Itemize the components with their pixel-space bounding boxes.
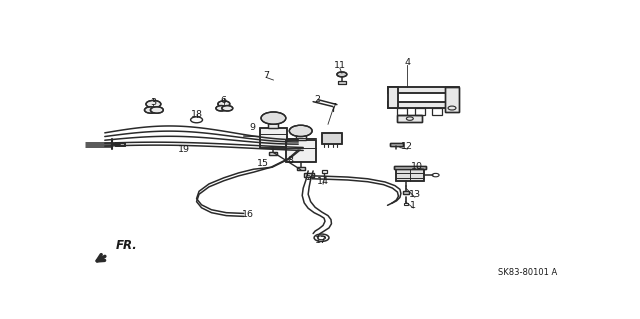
Bar: [286, 140, 316, 162]
Text: 16: 16: [242, 210, 253, 219]
Bar: [397, 115, 422, 122]
Bar: [415, 108, 425, 115]
Bar: [394, 166, 426, 169]
Bar: [403, 203, 408, 204]
Text: 9: 9: [250, 123, 255, 132]
Bar: [269, 152, 277, 155]
Bar: [116, 143, 125, 145]
Bar: [296, 135, 306, 140]
Bar: [388, 87, 460, 93]
Text: 6: 6: [221, 96, 227, 105]
Bar: [322, 133, 342, 145]
Text: 19: 19: [178, 145, 190, 154]
Bar: [286, 140, 316, 162]
Bar: [322, 133, 342, 145]
Bar: [304, 173, 314, 177]
Text: 10: 10: [412, 161, 423, 171]
Bar: [269, 122, 278, 128]
Bar: [269, 122, 278, 128]
Bar: [269, 152, 277, 155]
Circle shape: [289, 125, 312, 137]
Text: 8: 8: [288, 156, 294, 165]
Bar: [403, 190, 410, 194]
Circle shape: [150, 107, 163, 113]
Bar: [388, 87, 399, 108]
Bar: [390, 143, 403, 146]
Bar: [397, 115, 422, 122]
Bar: [260, 128, 287, 148]
Circle shape: [216, 106, 227, 111]
Bar: [397, 108, 408, 115]
Bar: [116, 143, 125, 145]
Text: FR.: FR.: [116, 240, 138, 252]
Text: 18: 18: [191, 110, 202, 119]
Text: 15: 15: [257, 159, 269, 167]
Bar: [445, 87, 460, 113]
Bar: [403, 190, 410, 194]
Bar: [388, 102, 460, 108]
Text: SK83-80101 A: SK83-80101 A: [498, 268, 557, 277]
Text: 3: 3: [150, 98, 156, 107]
Bar: [304, 173, 314, 177]
Text: 4: 4: [404, 58, 410, 67]
Bar: [297, 167, 305, 170]
Text: 11: 11: [334, 61, 346, 70]
Bar: [394, 166, 426, 169]
Text: 13: 13: [409, 190, 421, 199]
Circle shape: [146, 100, 161, 108]
Text: 2: 2: [314, 95, 320, 104]
Bar: [432, 108, 442, 115]
Bar: [396, 169, 424, 181]
Circle shape: [145, 107, 157, 113]
Bar: [321, 170, 326, 174]
Bar: [297, 167, 305, 170]
Text: 1: 1: [410, 201, 416, 210]
Circle shape: [337, 72, 347, 77]
Bar: [338, 81, 346, 84]
Text: 12: 12: [401, 142, 413, 151]
Circle shape: [261, 112, 286, 124]
Bar: [260, 128, 287, 148]
Text: 7: 7: [330, 102, 336, 112]
Bar: [388, 87, 399, 108]
Bar: [445, 87, 460, 113]
Text: 14: 14: [317, 177, 329, 187]
Circle shape: [222, 106, 233, 111]
Bar: [390, 143, 403, 146]
Text: 17: 17: [315, 236, 327, 245]
Text: 5: 5: [305, 173, 311, 182]
Bar: [296, 135, 306, 140]
Circle shape: [218, 101, 230, 107]
Bar: [396, 169, 424, 181]
Bar: [388, 102, 460, 108]
Bar: [388, 87, 460, 93]
Bar: [338, 81, 346, 84]
Text: 7: 7: [263, 70, 269, 80]
